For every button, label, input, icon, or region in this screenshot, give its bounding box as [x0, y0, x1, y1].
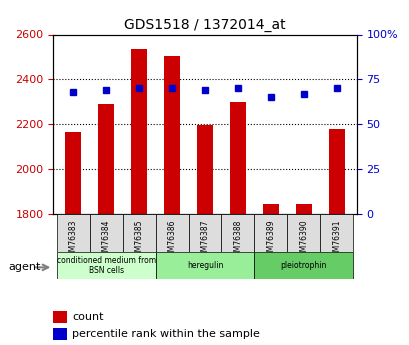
Text: count: count [72, 312, 103, 322]
FancyBboxPatch shape [155, 252, 254, 279]
FancyBboxPatch shape [56, 214, 89, 252]
FancyBboxPatch shape [254, 214, 287, 252]
Bar [262, 204, 279, 214]
Text: heregulin: heregulin [187, 261, 222, 270]
Text: GSM76391: GSM76391 [332, 220, 341, 261]
Bar [65, 132, 81, 214]
Title: GDS1518 / 1372014_at: GDS1518 / 1372014_at [124, 18, 285, 32]
Text: GSM76384: GSM76384 [101, 220, 110, 261]
Text: GSM76383: GSM76383 [68, 220, 77, 261]
FancyBboxPatch shape [89, 214, 122, 252]
Text: agent: agent [8, 263, 40, 272]
Bar [229, 102, 246, 214]
Bar [53, 328, 67, 340]
Text: conditioned medium from
BSN cells: conditioned medium from BSN cells [56, 256, 155, 275]
FancyBboxPatch shape [254, 252, 353, 279]
Text: GSM76389: GSM76389 [266, 220, 275, 261]
FancyBboxPatch shape [122, 214, 155, 252]
Text: GSM76385: GSM76385 [134, 220, 143, 261]
Text: GSM76387: GSM76387 [200, 220, 209, 261]
FancyBboxPatch shape [287, 214, 320, 252]
FancyBboxPatch shape [56, 252, 155, 279]
Text: percentile rank within the sample: percentile rank within the sample [72, 329, 259, 339]
Text: pleiotrophin: pleiotrophin [280, 261, 326, 270]
Text: GSM76390: GSM76390 [299, 220, 308, 261]
FancyBboxPatch shape [188, 214, 221, 252]
Bar [295, 204, 311, 214]
Bar [53, 310, 67, 323]
FancyBboxPatch shape [320, 214, 353, 252]
Text: GSM76386: GSM76386 [167, 220, 176, 261]
Text: GSM76388: GSM76388 [233, 220, 242, 261]
Bar [196, 125, 213, 214]
Bar [98, 104, 114, 214]
Bar [163, 56, 180, 214]
FancyBboxPatch shape [221, 214, 254, 252]
FancyBboxPatch shape [155, 214, 188, 252]
Bar [130, 49, 147, 214]
Bar [328, 129, 344, 214]
